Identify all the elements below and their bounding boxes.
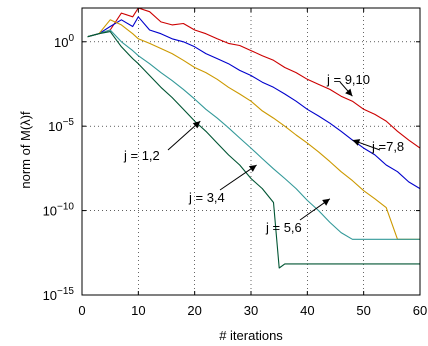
y-tick-label: 10−10 — [43, 202, 75, 219]
series-line-3 — [87, 19, 420, 240]
annotation-label: j =7,8 — [371, 139, 404, 154]
series-line-5 — [87, 31, 420, 269]
x-tick-label: 0 — [78, 303, 85, 318]
series-line-1 — [87, 8, 420, 149]
annotation-arrowhead — [248, 165, 257, 172]
x-tick-label: 10 — [131, 303, 145, 318]
tick-layer: 0 10 20 30 40 50 60 100 10−5 10−10 10−15 — [43, 8, 427, 318]
series-layer — [87, 8, 420, 269]
annotation-layer: j = 9,10 j =7,8 j = 1,2 j = 3,4 j = 5,6 — [123, 72, 404, 235]
y-tick-label: 100 — [54, 33, 74, 50]
x-tick-label: 20 — [187, 303, 201, 318]
annotation-label: j = 9,10 — [326, 72, 370, 87]
annotation-arrowhead — [192, 121, 201, 129]
x-tick-label: 30 — [244, 303, 258, 318]
x-tick-label: 40 — [300, 303, 314, 318]
series-line-4 — [87, 29, 420, 240]
x-tick-label: 60 — [413, 303, 427, 318]
annotation-arrow — [167, 120, 201, 151]
annotation-arrowhead — [352, 139, 361, 146]
y-tick-label: 10−5 — [48, 117, 74, 134]
x-tick-label: 50 — [356, 303, 370, 318]
annotation-arrowhead — [322, 198, 330, 206]
x-axis-title: # iterations — [219, 328, 283, 343]
annotation-label: j = 1,2 — [123, 148, 160, 163]
annotation-arrow — [219, 164, 257, 191]
grid-layer — [82, 8, 420, 295]
y-tick-label: 10−15 — [43, 286, 75, 303]
annotation-label: j = 5,6 — [265, 220, 302, 235]
annotation-arrowhead — [345, 88, 353, 97]
annotation-label: j = 3,4 — [188, 190, 225, 205]
y-axis-title: norm of M(λ)f — [18, 111, 33, 189]
series-line-2 — [87, 16, 420, 190]
